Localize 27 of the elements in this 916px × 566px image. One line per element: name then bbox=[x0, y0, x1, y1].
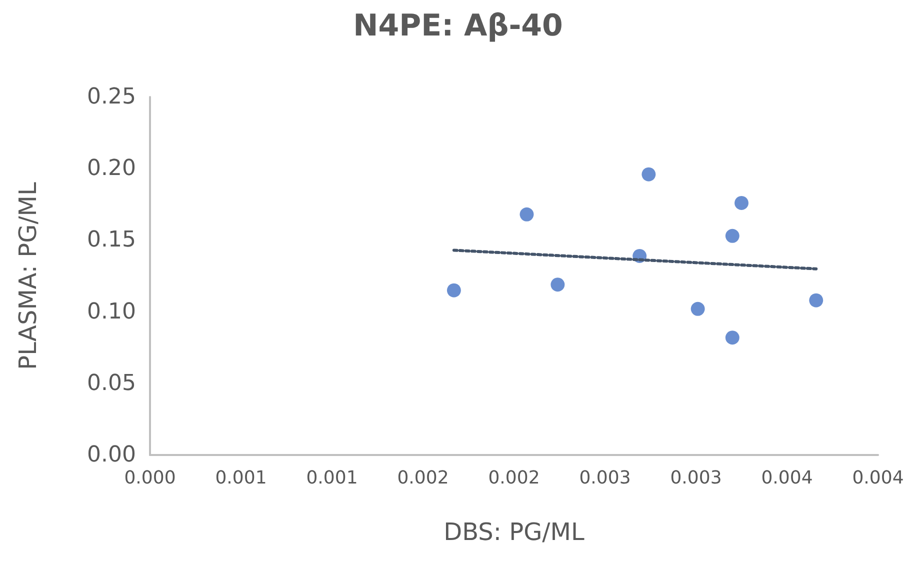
point bbox=[690, 302, 705, 316]
point bbox=[520, 207, 534, 222]
point bbox=[642, 167, 656, 182]
point bbox=[446, 283, 461, 298]
y-tick-label: 0.15 bbox=[87, 228, 136, 253]
y-axis-title: PLASMA: PG/ML bbox=[14, 182, 42, 370]
point bbox=[809, 293, 824, 308]
x-axis-title: DBS: PG/ML bbox=[444, 518, 585, 546]
x-tick-label: 0.003 bbox=[579, 468, 631, 488]
x-tick-label: 0.002 bbox=[397, 468, 449, 488]
x-tick-label: 0.003 bbox=[670, 468, 722, 488]
x-tick-label: 0.004 bbox=[761, 468, 813, 488]
y-tick-label: 0.20 bbox=[87, 156, 136, 182]
y-tick-label: 0.05 bbox=[87, 370, 136, 396]
point bbox=[725, 330, 740, 345]
y-tick-label: 0.10 bbox=[87, 299, 136, 324]
point bbox=[550, 278, 565, 292]
y-tick-label: 0.00 bbox=[87, 442, 136, 468]
x-tick-label: 0.001 bbox=[306, 468, 358, 488]
point bbox=[725, 228, 740, 243]
chart-title: N4PE: Aβ-40 bbox=[353, 8, 563, 44]
point bbox=[734, 196, 748, 210]
x-tick-label: 0.004 bbox=[852, 468, 904, 488]
y-tick-label: 0.25 bbox=[87, 84, 136, 110]
x-tick-label: 0.002 bbox=[488, 468, 540, 488]
x-tick-label: 0.001 bbox=[215, 468, 267, 488]
x-tick-label: 0.000 bbox=[124, 468, 176, 488]
